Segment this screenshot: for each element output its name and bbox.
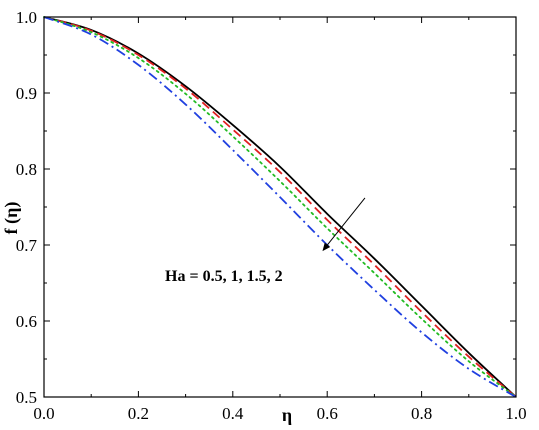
y-tick-label: 0.9	[16, 84, 37, 103]
x-tick-label: 0.6	[317, 404, 338, 423]
tick-labels: 0.0 0.2 0.4 0.6 0.8 1.0 0.5 0.6 0.7 0.8 0.9 1.0	[16, 8, 527, 423]
series-line-4	[43, 16, 517, 398]
plot-frame	[43, 16, 517, 398]
plot-lines	[43, 16, 517, 398]
x-tick-label: 0.4	[222, 404, 244, 423]
x-axis-title: η	[282, 405, 292, 425]
y-tick-label: 0.6	[16, 312, 37, 331]
annotation: Ha = 0.5, 1, 1.5, 2	[165, 197, 366, 285]
series-line-3	[43, 16, 517, 398]
x-tick-label: 0.0	[33, 404, 54, 423]
y-tick-label: 0.5	[16, 388, 37, 407]
annotation-text: Ha = 0.5, 1, 1.5, 2	[165, 268, 283, 285]
x-tick-label: 0.8	[411, 404, 432, 423]
annotation-arrow	[327, 197, 366, 246]
x-tick-label: 1.0	[505, 404, 526, 423]
series-line-2	[43, 16, 517, 398]
series-line-1	[43, 16, 517, 398]
y-axis-title: f (η)	[1, 202, 22, 235]
y-tick-label: 0.8	[16, 160, 37, 179]
y-tick-label: 0.7	[16, 236, 38, 255]
y-tick-label: 1.0	[16, 8, 37, 27]
x-tick-label: 0.2	[128, 404, 149, 423]
ticks	[43, 16, 517, 398]
annotation-arrowhead	[322, 242, 331, 252]
